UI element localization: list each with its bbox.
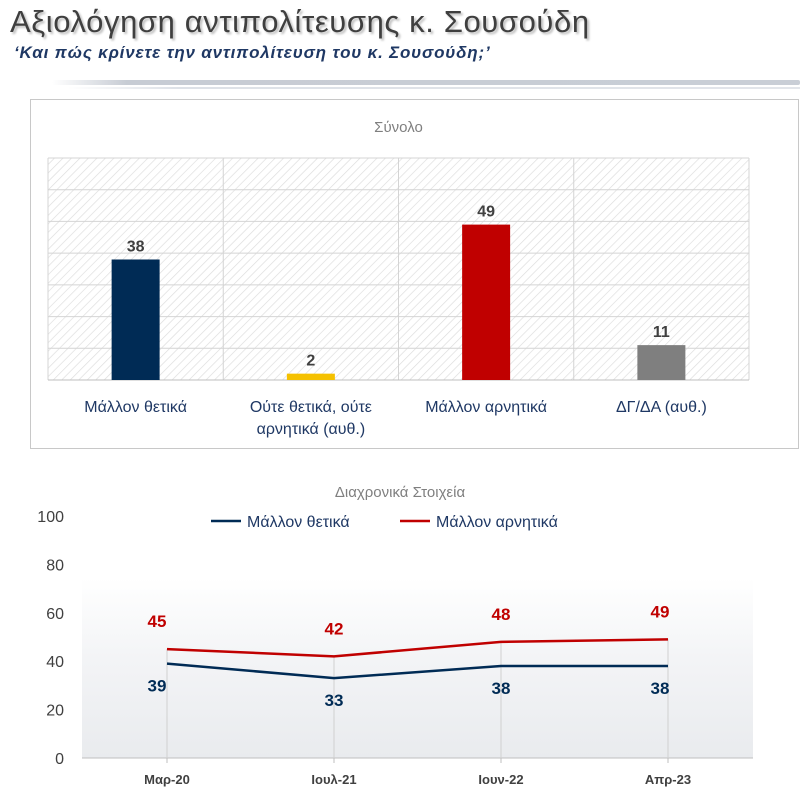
y-tick-label: 40: [46, 654, 64, 671]
y-tick-label: 0: [55, 751, 64, 768]
bar-category-label: Ούτε θετικά, ούτε: [250, 399, 372, 416]
x-tick-label: Μαρ-20: [144, 772, 190, 787]
series-data-label: 38: [651, 679, 670, 698]
x-tick-label: Απρ-23: [645, 772, 691, 787]
y-tick-label: 60: [46, 606, 64, 623]
series-data-label: 49: [651, 602, 670, 621]
bar: [286, 373, 335, 380]
series-line-positive: [166, 662, 668, 680]
x-tick-label: Ιουλ-21: [311, 772, 356, 787]
bar: [637, 345, 686, 380]
bar-category-label: αρνητικά (αυθ.): [257, 421, 366, 438]
y-tick-label: 80: [46, 557, 64, 574]
bar: [111, 259, 160, 380]
line-plot-area: [82, 578, 753, 758]
x-tick-label: Ιουν-22: [478, 772, 523, 787]
legend-label: Μάλλον θετικά: [247, 514, 350, 531]
bar-data-label: 38: [127, 238, 145, 255]
series-data-label: 45: [148, 612, 167, 631]
series-line-negative: [166, 638, 669, 658]
bar-data-label: 11: [653, 324, 670, 341]
line-chart-title: Διαχρονικά Στοιχεία: [335, 484, 466, 501]
series-data-label: 48: [492, 605, 511, 624]
header-divider: [52, 80, 800, 85]
bar-data-label: 2: [306, 353, 315, 370]
header-divider-shadow: [68, 87, 800, 89]
y-tick-label: 100: [37, 509, 64, 526]
series-data-label: 38: [492, 679, 511, 698]
page-subtitle: ‘Και πώς κρίνετε την αντιπολίτευση του κ…: [14, 43, 491, 62]
page-title: Αξιολόγηση αντιπολίτευσης κ. Σουσούδη: [10, 4, 590, 39]
series-data-label: 33: [325, 691, 344, 710]
bar-data-label: 49: [477, 204, 495, 221]
legend-label: Μάλλον αρνητικά: [436, 514, 558, 531]
bar: [462, 224, 511, 380]
bar-category-label: Μάλλον αρνητικά: [425, 399, 547, 416]
series-data-label: 42: [325, 619, 344, 638]
bar-category-label: ΔΓ/ΔΑ (αυθ.): [616, 399, 707, 416]
y-tick-label: 20: [46, 703, 64, 720]
series-data-label: 39: [148, 677, 167, 696]
bar-category-label: Μάλλον θετικά: [84, 399, 187, 416]
bar-chart-title: Σύνολο: [374, 119, 423, 136]
